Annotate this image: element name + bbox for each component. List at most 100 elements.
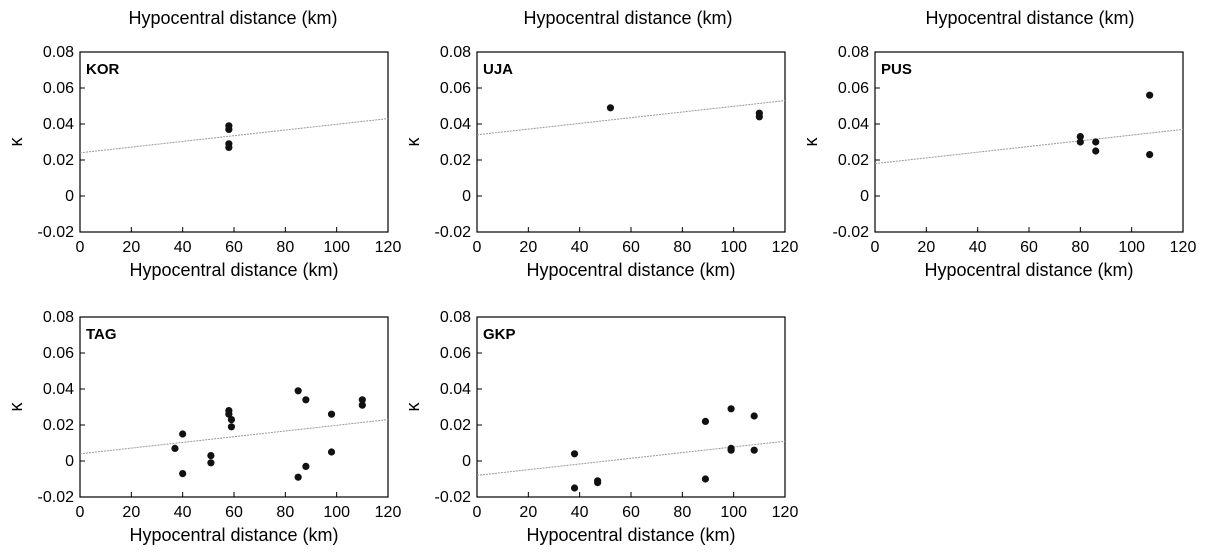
y-tick-label: 0.04 bbox=[43, 116, 74, 133]
x-tick-label: 120 bbox=[772, 239, 799, 256]
top-xlabel-2: Hypocentral distance (km) bbox=[523, 8, 732, 28]
y-tick-label: 0 bbox=[65, 453, 74, 470]
plot-frame bbox=[79, 51, 389, 233]
station-label: TAG bbox=[86, 326, 117, 343]
y-tick-label: 0.06 bbox=[838, 80, 869, 97]
station-label: PUS bbox=[881, 61, 912, 78]
data-point bbox=[570, 484, 579, 492]
chart-panel-uja: 0 20 40 60 80 100 120-0.0200.020.040.060.08Hyp… bbox=[403, 44, 798, 280]
x-tick-label: 80 bbox=[276, 504, 294, 521]
y-tick-label: 0.08 bbox=[43, 44, 74, 61]
fit-line bbox=[874, 128, 1184, 165]
data-point bbox=[179, 430, 187, 438]
plot-frame bbox=[874, 51, 1184, 233]
x-tick-label: 60 bbox=[622, 239, 640, 256]
y-tick-label: 0.04 bbox=[43, 381, 74, 398]
data-point bbox=[750, 446, 758, 454]
y-axis-label: κ bbox=[6, 402, 26, 412]
y-tick-label: -0.02 bbox=[435, 489, 472, 506]
data-point bbox=[701, 417, 710, 425]
plot-frame bbox=[79, 316, 389, 498]
y-tick-label: -0.02 bbox=[38, 224, 75, 241]
x-axis-label: Hypocentral distance (km) bbox=[129, 525, 338, 545]
data-point bbox=[294, 473, 302, 481]
data-point bbox=[294, 387, 302, 395]
data-point bbox=[225, 125, 233, 133]
chart-panel-kor: 0 20 40 60 80 100 120-0.0200.020.040.060.08Hyp… bbox=[6, 44, 401, 280]
y-tick-label: 0.02 bbox=[440, 417, 471, 434]
data-point bbox=[701, 475, 710, 483]
chart-panels: 0 20 40 60 80 100 120-0.0200.020.040.060.08Hyp… bbox=[6, 44, 1196, 545]
x-tick-label: 0 bbox=[76, 239, 85, 256]
x-tick-label: 120 bbox=[772, 504, 799, 521]
y-tick-label: -0.02 bbox=[435, 224, 472, 241]
data-point bbox=[358, 396, 366, 404]
x-tick-label: 60 bbox=[225, 239, 243, 256]
y-tick-label: 0.04 bbox=[440, 381, 471, 398]
y-tick-label: 0 bbox=[462, 453, 471, 470]
y-tick-label: -0.02 bbox=[833, 224, 870, 241]
data-point bbox=[1092, 147, 1100, 155]
data-point bbox=[179, 470, 187, 478]
data-point bbox=[171, 444, 179, 452]
data-point bbox=[327, 448, 336, 456]
x-tick-label: 40 bbox=[174, 239, 192, 256]
x-tick-label: 60 bbox=[622, 504, 640, 521]
data-point bbox=[727, 446, 735, 454]
y-tick-label: 0.06 bbox=[43, 345, 74, 362]
x-tick-label: 20 bbox=[122, 504, 140, 521]
station-label: GKP bbox=[483, 326, 516, 343]
x-tick-label: 80 bbox=[673, 239, 691, 256]
data-point bbox=[727, 405, 735, 413]
y-tick-label: 0.02 bbox=[43, 152, 74, 169]
x-tick-label: 60 bbox=[225, 504, 243, 521]
top-xlabel-3: Hypocentral distance (km) bbox=[925, 8, 1134, 28]
y-tick-label: 0.02 bbox=[43, 417, 74, 434]
data-point bbox=[302, 396, 310, 404]
plot-frame bbox=[476, 51, 786, 233]
chart-panel-tag: 0 20 40 60 80 100 120-0.0200.020.040.060.08Hyp… bbox=[6, 309, 401, 545]
x-tick-label: 40 bbox=[571, 239, 589, 256]
data-point bbox=[225, 143, 233, 151]
x-tick-label: 80 bbox=[673, 504, 691, 521]
y-tick-label: 0.02 bbox=[838, 152, 869, 169]
y-tick-label: 0.06 bbox=[440, 80, 471, 97]
y-axis-label: κ bbox=[801, 137, 821, 147]
x-tick-label: 0 bbox=[76, 504, 85, 521]
x-tick-label: 0 bbox=[473, 504, 482, 521]
x-tick-label: 100 bbox=[1118, 239, 1145, 256]
y-tick-label: 0 bbox=[860, 188, 869, 205]
data-point bbox=[1076, 133, 1084, 141]
fit-line bbox=[476, 100, 786, 136]
data-point bbox=[227, 423, 236, 431]
x-tick-label: 0 bbox=[473, 239, 482, 256]
fit-line bbox=[79, 419, 389, 455]
data-point bbox=[755, 113, 763, 121]
y-tick-label: 0 bbox=[65, 188, 74, 205]
x-tick-label: 40 bbox=[969, 239, 987, 256]
x-tick-label: 100 bbox=[323, 239, 350, 256]
x-tick-label: 60 bbox=[1020, 239, 1038, 256]
y-axis-label: κ bbox=[6, 137, 26, 147]
x-axis-label: Hypocentral distance (km) bbox=[526, 525, 735, 545]
data-point bbox=[207, 459, 215, 467]
x-tick-label: 40 bbox=[571, 504, 589, 521]
data-point bbox=[327, 410, 336, 418]
y-axis-label: κ bbox=[403, 402, 423, 412]
fit-line bbox=[476, 440, 786, 476]
y-axis-label: κ bbox=[403, 137, 423, 147]
y-tick-label: 0.04 bbox=[440, 116, 471, 133]
y-tick-label: 0.08 bbox=[440, 44, 471, 61]
chart-panel-pus: 0 20 40 60 80 100 120-0.0200.020.040.060.08Hyp… bbox=[801, 44, 1196, 280]
data-point bbox=[1146, 91, 1154, 99]
x-tick-label: 120 bbox=[375, 239, 402, 256]
x-tick-label: 20 bbox=[519, 239, 537, 256]
x-tick-label: 20 bbox=[122, 239, 140, 256]
data-point bbox=[1092, 138, 1100, 146]
fit-line bbox=[79, 118, 389, 154]
chart-panel-gkp: 0 20 40 60 80 100 120-0.0200.020.040.060.08Hyp… bbox=[403, 309, 798, 545]
x-tick-label: 100 bbox=[720, 504, 747, 521]
x-tick-label: 100 bbox=[323, 504, 350, 521]
data-point bbox=[750, 412, 758, 420]
